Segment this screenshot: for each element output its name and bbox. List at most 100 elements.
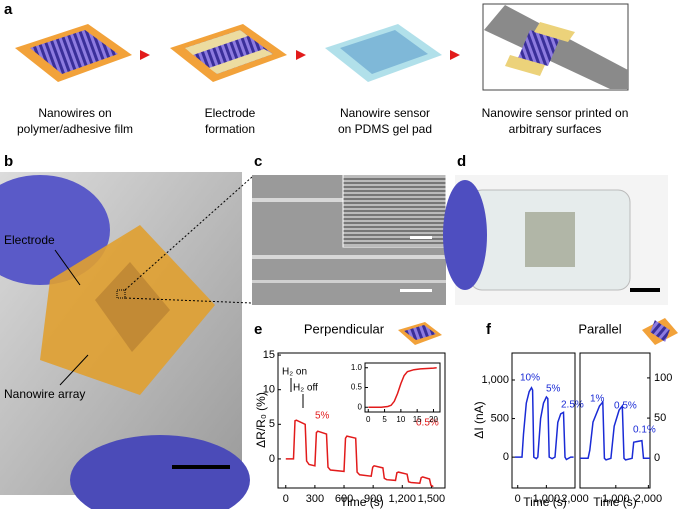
x-tick-label: 1,000 — [533, 493, 561, 505]
y-tick-label: 5 — [269, 418, 275, 430]
annotation: 0.1% — [633, 425, 656, 436]
axes-frame — [511, 352, 576, 489]
arrow — [140, 50, 150, 60]
data-line — [514, 386, 574, 461]
axes-frame — [579, 352, 651, 489]
annotation: 2.5% — [561, 400, 584, 411]
x-tick-label: 900 — [364, 493, 382, 505]
panel-label: a — [4, 1, 13, 18]
data-line — [368, 366, 437, 409]
glove — [443, 180, 487, 290]
nanowires — [518, 30, 560, 66]
panel-label: c — [254, 153, 262, 170]
step-caption: Nanowire sensor printed on — [482, 106, 629, 120]
y-tick-label: 10 — [263, 384, 275, 396]
electrode — [185, 30, 248, 55]
electrode — [209, 49, 273, 74]
y-tick-label: 1,000 — [481, 374, 509, 386]
data-line — [285, 419, 434, 488]
y-axis-label: ΔI (nA) — [472, 401, 486, 438]
annotation: 5% — [546, 384, 561, 395]
scale-bar — [630, 288, 660, 292]
x-tick-label: 10 — [396, 415, 405, 424]
zoom-line — [124, 176, 253, 291]
data-line — [580, 399, 650, 461]
nanowires — [340, 30, 428, 74]
zoom-box — [116, 289, 126, 299]
step-caption: Electrode — [205, 106, 256, 120]
x-axis-label: Time (s) — [593, 495, 637, 509]
scale-bar — [410, 236, 432, 239]
chart-title: Perpendicular — [304, 321, 385, 336]
x-tick-label: 0 — [515, 493, 521, 505]
step-caption: Nanowires on — [38, 106, 111, 120]
sem-c — [252, 174, 447, 305]
annotation: H₂ on — [282, 367, 307, 378]
axes-frame — [364, 362, 441, 413]
glove — [70, 435, 250, 509]
y-tick-label: 1.0 — [351, 363, 363, 372]
panel-label: b — [4, 153, 13, 170]
annotation: 0.5% — [416, 418, 439, 429]
wire — [252, 280, 446, 283]
arrow — [450, 50, 460, 60]
y-tick-label: 0 — [358, 402, 363, 411]
pointer — [54, 249, 81, 286]
nanowires — [30, 30, 118, 74]
y-tick-label: 0 — [269, 453, 275, 465]
annotation: 10% — [520, 373, 540, 384]
y-tick-label: 0.5 — [351, 383, 363, 392]
icon — [404, 325, 436, 340]
schematic — [15, 3, 629, 91]
photo-d — [443, 175, 668, 305]
step-caption: polymer/adhesive film — [17, 122, 133, 136]
annotation: H₂ off — [293, 383, 318, 394]
annotation: 1% — [590, 394, 605, 405]
x-tick-label: 0 — [283, 493, 289, 505]
icon — [650, 320, 670, 342]
x-tick-label: 2,000 — [561, 493, 589, 505]
step-caption: arbitrary surfaces — [509, 122, 602, 136]
panel-label: e — [254, 321, 262, 338]
x-tick-label: 20 — [429, 415, 438, 424]
step-captions: Nanowires on polymer/adhesive film Elect… — [17, 106, 628, 136]
x-tick-label: 15 — [413, 415, 422, 424]
x-tick-label: 2,000 — [635, 493, 663, 505]
x-axis-label: Time (s) — [340, 495, 384, 509]
y-axis-label: ΔR/R₀ (%) — [254, 392, 268, 448]
panel-label: f — [486, 321, 492, 338]
wire — [252, 255, 446, 259]
annotation: 5% — [315, 411, 330, 422]
step-caption: formation — [205, 122, 255, 136]
x-tick-label: 300 — [306, 493, 324, 505]
photo-b: Electrode Nanowire array — [0, 172, 253, 509]
y-tick-label: 100 — [654, 372, 672, 384]
axes-frame — [277, 352, 446, 489]
sem-inset — [342, 174, 447, 248]
y-tick-label: 15 — [263, 349, 275, 361]
sensor — [525, 212, 575, 267]
x-tick-label: 1,500 — [418, 493, 446, 505]
y-tick-label: 0 — [503, 451, 509, 463]
arrow — [296, 50, 306, 60]
photo-label: Electrode — [4, 233, 55, 247]
y-tick-label: 0 — [654, 452, 660, 464]
annotation: 0.5% — [614, 401, 637, 412]
x-tick-label: 5 — [382, 415, 387, 424]
x-tick-label: 0 — [366, 415, 371, 424]
pointer — [59, 354, 89, 386]
zoom-line — [124, 297, 253, 304]
electrode — [534, 22, 575, 42]
x-tick-label: 1,000 — [602, 493, 630, 505]
glove — [0, 175, 110, 285]
electrode — [505, 55, 545, 76]
y-tick-label: 500 — [491, 412, 509, 424]
electrodes — [95, 262, 170, 352]
scale-bar — [400, 289, 432, 292]
photo-label: Nanowire array — [4, 387, 85, 401]
x-tick-label: 600 — [335, 493, 353, 505]
x-tick-label: 1,200 — [389, 493, 417, 505]
step-caption: Nanowire sensor — [340, 106, 430, 120]
